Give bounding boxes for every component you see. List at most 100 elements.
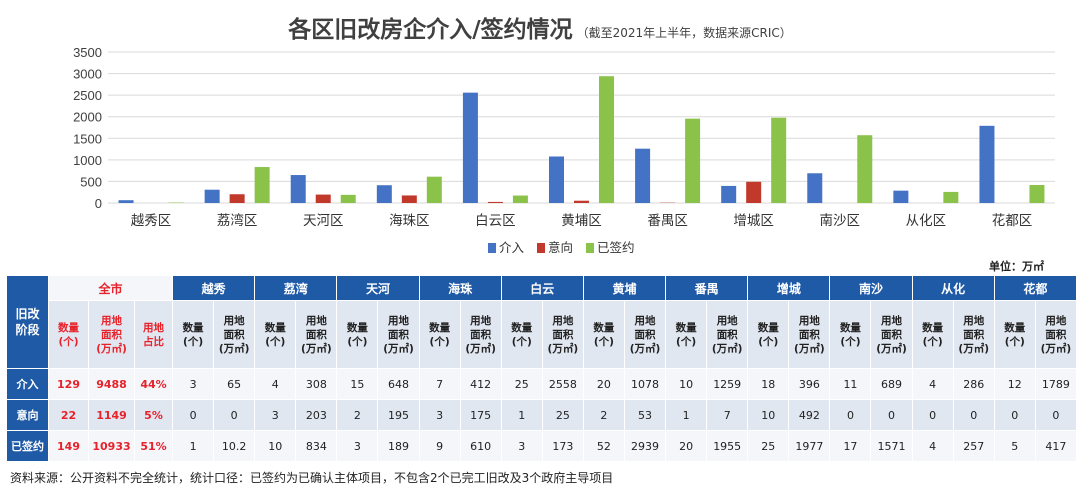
city-cell: 149 xyxy=(48,430,89,462)
y-tick-label: 2000 xyxy=(73,110,102,125)
bar-已签约 xyxy=(771,117,787,203)
table-cell: 0 xyxy=(993,399,1036,431)
table-cell: 0 xyxy=(952,399,995,431)
city-cell: 51% xyxy=(133,430,174,462)
table-cell: 412 xyxy=(459,368,502,400)
district-header: 花都 xyxy=(993,275,1077,301)
bar-介入 xyxy=(807,173,823,203)
x-tick-label: 番禺区 xyxy=(647,213,688,229)
district-subheader: 数量 (个) xyxy=(829,300,872,369)
source-note: 资料来源：公开资料不完全统计，统计口径：已签约为已确认主体项目，不包含2个已完工… xyxy=(10,471,614,485)
district-subheader: 用地 面积 (万㎡) xyxy=(870,300,913,369)
district-subheader: 用地 面积 (万㎡) xyxy=(213,300,256,369)
table-cell: 10 xyxy=(254,430,297,462)
bar-介入 xyxy=(721,185,737,203)
bar-意向 xyxy=(315,194,331,203)
y-tick-label: 1000 xyxy=(73,153,102,168)
table-cell: 189 xyxy=(377,430,420,462)
table-cell: 195 xyxy=(377,399,420,431)
table-cell: 10 xyxy=(665,368,708,400)
bar-介入 xyxy=(549,156,564,203)
table-cell: 0 xyxy=(1034,399,1077,431)
x-tick-label: 海珠区 xyxy=(389,213,430,229)
table-cell: 0 xyxy=(213,399,256,431)
table-cell: 2558 xyxy=(541,368,584,400)
city-cell: 22 xyxy=(48,399,89,431)
table-cell: 1977 xyxy=(788,430,831,462)
bar-意向 xyxy=(574,200,589,203)
district-subheader: 数量 (个) xyxy=(582,300,625,369)
table-cell: 3 xyxy=(254,399,297,431)
table-cell: 4 xyxy=(254,368,297,400)
table-cell: 286 xyxy=(952,368,995,400)
district-subheader: 数量 (个) xyxy=(254,300,297,369)
table-cell: 3 xyxy=(500,430,543,462)
y-tick-label: 3000 xyxy=(73,67,102,82)
table-cell: 10.2 xyxy=(213,430,256,462)
table-cell: 1571 xyxy=(870,430,913,462)
y-tick-label: 2500 xyxy=(73,88,102,103)
district-header: 南沙 xyxy=(829,275,913,301)
table-cell: 3 xyxy=(172,368,215,400)
bar-已签约 xyxy=(426,176,442,203)
district-header: 从化 xyxy=(911,275,995,301)
row-label: 意向 xyxy=(6,399,49,431)
table-cell: 0 xyxy=(911,399,954,431)
district-header: 增城 xyxy=(747,275,831,301)
table-cell: 9 xyxy=(418,430,461,462)
bar-已签约 xyxy=(254,167,270,203)
bar-介入 xyxy=(893,190,909,203)
x-tick-label: 天河区 xyxy=(303,213,344,229)
table-cell: 17 xyxy=(829,430,872,462)
legend-label: 已签约 xyxy=(597,240,635,255)
table-cell: 65 xyxy=(213,368,256,400)
district-subheader: 用地 面积 (万㎡) xyxy=(623,300,667,369)
table-cell: 12 xyxy=(993,368,1036,400)
table-cell: 175 xyxy=(459,399,502,431)
x-tick-label: 增城区 xyxy=(733,213,774,229)
city-cell: 5% xyxy=(133,399,174,431)
x-tick-label: 从化区 xyxy=(906,213,947,229)
table-cell: 4 xyxy=(911,368,954,400)
table-cell: 308 xyxy=(295,368,338,400)
table-cell: 7 xyxy=(418,368,461,400)
city-cell: 9488 xyxy=(88,368,135,400)
table-cell: 0 xyxy=(172,399,215,431)
table-cell: 4 xyxy=(911,430,954,462)
x-tick-label: 越秀区 xyxy=(131,213,172,229)
table-cell: 0 xyxy=(870,399,913,431)
bar-已签约 xyxy=(512,195,528,203)
district-subheader: 用地 面积 (万㎡) xyxy=(1034,300,1077,369)
bar-介入 xyxy=(204,189,220,203)
table-cell: 10 xyxy=(747,399,790,431)
table-cell: 1789 xyxy=(1034,368,1077,400)
district-subheader: 数量 (个) xyxy=(172,300,215,369)
y-tick-label: 500 xyxy=(80,174,102,189)
y-tick-label: 1500 xyxy=(73,131,102,146)
district-subheader: 用地 面积 (万㎡) xyxy=(459,300,502,369)
district-subheader: 用地 面积 (万㎡) xyxy=(952,300,995,369)
district-subheader: 用地 面积 (万㎡) xyxy=(541,300,584,369)
district-subheader: 数量 (个) xyxy=(747,300,790,369)
legend-swatch xyxy=(586,243,594,253)
bar-已签约 xyxy=(943,191,959,203)
table-cell: 3 xyxy=(418,399,461,431)
district-header: 越秀 xyxy=(172,275,256,301)
district-subheader: 用地 面积 (万㎡) xyxy=(788,300,831,369)
table-cell: 20 xyxy=(582,368,625,400)
unit-label: 单位：万㎡ xyxy=(989,260,1044,273)
city-cell: 1149 xyxy=(88,399,135,431)
district-header: 黄埔 xyxy=(582,275,667,301)
table-cell: 2939 xyxy=(623,430,667,462)
table-cell: 5 xyxy=(993,430,1036,462)
table-cell: 2 xyxy=(336,399,379,431)
bar-意向 xyxy=(401,195,417,203)
legend-swatch xyxy=(537,243,545,253)
district-header: 海珠 xyxy=(418,275,502,301)
table-cell: 3 xyxy=(336,430,379,462)
city-subheader: 数量 (个) xyxy=(48,300,89,369)
district-subheader: 数量 (个) xyxy=(665,300,708,369)
district-subheader: 数量 (个) xyxy=(336,300,379,369)
district-subheader: 用地 面积 (万㎡) xyxy=(706,300,749,369)
x-tick-label: 南沙区 xyxy=(820,213,861,229)
